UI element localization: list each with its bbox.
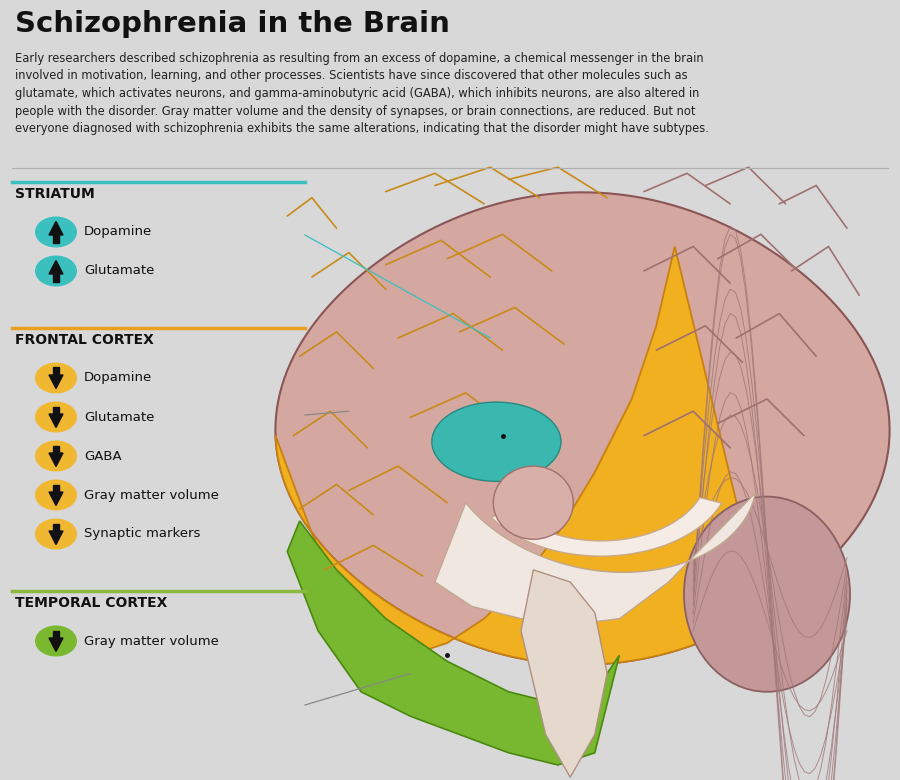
Ellipse shape — [35, 217, 77, 247]
Ellipse shape — [35, 480, 77, 510]
Ellipse shape — [493, 466, 573, 539]
Ellipse shape — [35, 441, 77, 471]
Ellipse shape — [432, 402, 561, 481]
Polygon shape — [49, 222, 63, 235]
Polygon shape — [53, 484, 59, 492]
Text: Gray matter volume: Gray matter volume — [84, 634, 219, 647]
Ellipse shape — [35, 363, 77, 393]
Polygon shape — [53, 274, 59, 282]
Text: Gray matter volume: Gray matter volume — [84, 488, 219, 502]
Ellipse shape — [35, 402, 77, 432]
Ellipse shape — [684, 497, 850, 692]
Text: FRONTAL CORTEX: FRONTAL CORTEX — [15, 333, 154, 347]
Text: Synaptic markers: Synaptic markers — [84, 527, 201, 541]
Polygon shape — [287, 521, 619, 765]
Polygon shape — [521, 570, 608, 777]
Text: Dopamine: Dopamine — [84, 225, 152, 239]
Polygon shape — [435, 493, 755, 625]
Polygon shape — [49, 638, 63, 651]
Polygon shape — [49, 261, 63, 274]
Polygon shape — [53, 445, 59, 453]
Polygon shape — [53, 235, 59, 243]
Text: Glutamate: Glutamate — [84, 264, 155, 278]
Polygon shape — [53, 367, 59, 375]
Polygon shape — [49, 375, 63, 388]
Polygon shape — [491, 498, 722, 556]
Text: STRIATUM: STRIATUM — [15, 187, 94, 201]
Polygon shape — [53, 523, 59, 531]
Text: TEMPORAL CORTEX: TEMPORAL CORTEX — [15, 596, 167, 610]
Text: Early researchers described schizophrenia as resulting from an excess of dopamin: Early researchers described schizophreni… — [15, 52, 709, 135]
Text: GABA: GABA — [84, 449, 122, 463]
Text: Dopamine: Dopamine — [84, 371, 152, 385]
Polygon shape — [49, 414, 63, 427]
Polygon shape — [275, 246, 763, 665]
Text: Schizophrenia in the Brain: Schizophrenia in the Brain — [15, 10, 450, 38]
Text: Glutamate: Glutamate — [84, 410, 155, 424]
Ellipse shape — [35, 519, 77, 549]
Polygon shape — [49, 453, 63, 466]
Ellipse shape — [35, 626, 77, 657]
Polygon shape — [49, 531, 63, 544]
Polygon shape — [275, 193, 889, 665]
Ellipse shape — [35, 256, 77, 286]
Polygon shape — [49, 492, 63, 505]
Polygon shape — [53, 406, 59, 414]
Polygon shape — [53, 630, 59, 638]
